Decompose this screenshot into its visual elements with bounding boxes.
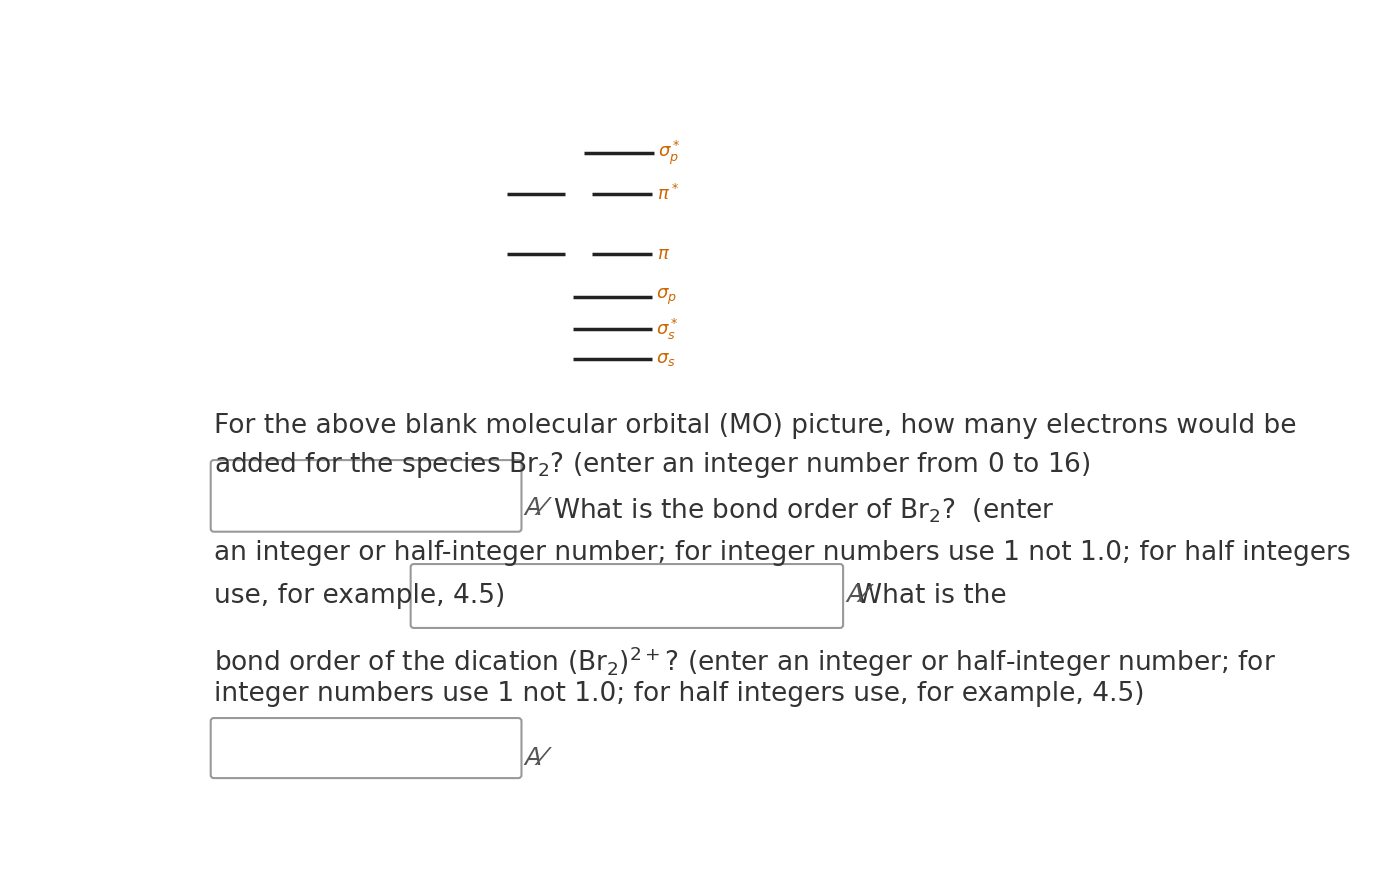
Text: use, for example, 4.5): use, for example, 4.5): [214, 583, 505, 609]
Text: $\sigma_p^*$: $\sigma_p^*$: [658, 138, 680, 167]
Text: bond order of the dication (Br$_2$)$^{2+}$? (enter an integer or half-integer nu: bond order of the dication (Br$_2$)$^{2+…: [214, 644, 1276, 679]
Text: What is the: What is the: [855, 583, 1006, 609]
FancyBboxPatch shape: [211, 718, 522, 778]
Text: $\sigma_s^*$: $\sigma_s^*$: [655, 316, 679, 342]
Text: A⁄: A⁄: [525, 497, 545, 520]
Text: What is the bond order of Br$_2$?  (enter: What is the bond order of Br$_2$? (enter: [554, 497, 1055, 525]
FancyBboxPatch shape: [211, 460, 522, 532]
Text: A⁄: A⁄: [847, 583, 868, 606]
Text: added for the species Br$_2$? (enter an integer number from 0 to 16): added for the species Br$_2$? (enter an …: [214, 450, 1091, 480]
Text: $\pi$: $\pi$: [657, 244, 670, 263]
Text: $\pi^*$: $\pi^*$: [657, 184, 679, 204]
Text: $\sigma_p$: $\sigma_p$: [655, 286, 676, 307]
Text: integer numbers use 1 not 1.0; for half integers use, for example, 4.5): integer numbers use 1 not 1.0; for half …: [214, 681, 1144, 707]
Text: For the above blank molecular orbital (MO) picture, how many electrons would be: For the above blank molecular orbital (M…: [214, 413, 1296, 439]
Text: an integer or half-integer number; for integer numbers use 1 not 1.0; for half i: an integer or half-integer number; for i…: [214, 540, 1351, 566]
Text: $\sigma_s$: $\sigma_s$: [655, 350, 676, 368]
FancyBboxPatch shape: [411, 564, 843, 628]
Text: A⁄: A⁄: [525, 745, 545, 770]
